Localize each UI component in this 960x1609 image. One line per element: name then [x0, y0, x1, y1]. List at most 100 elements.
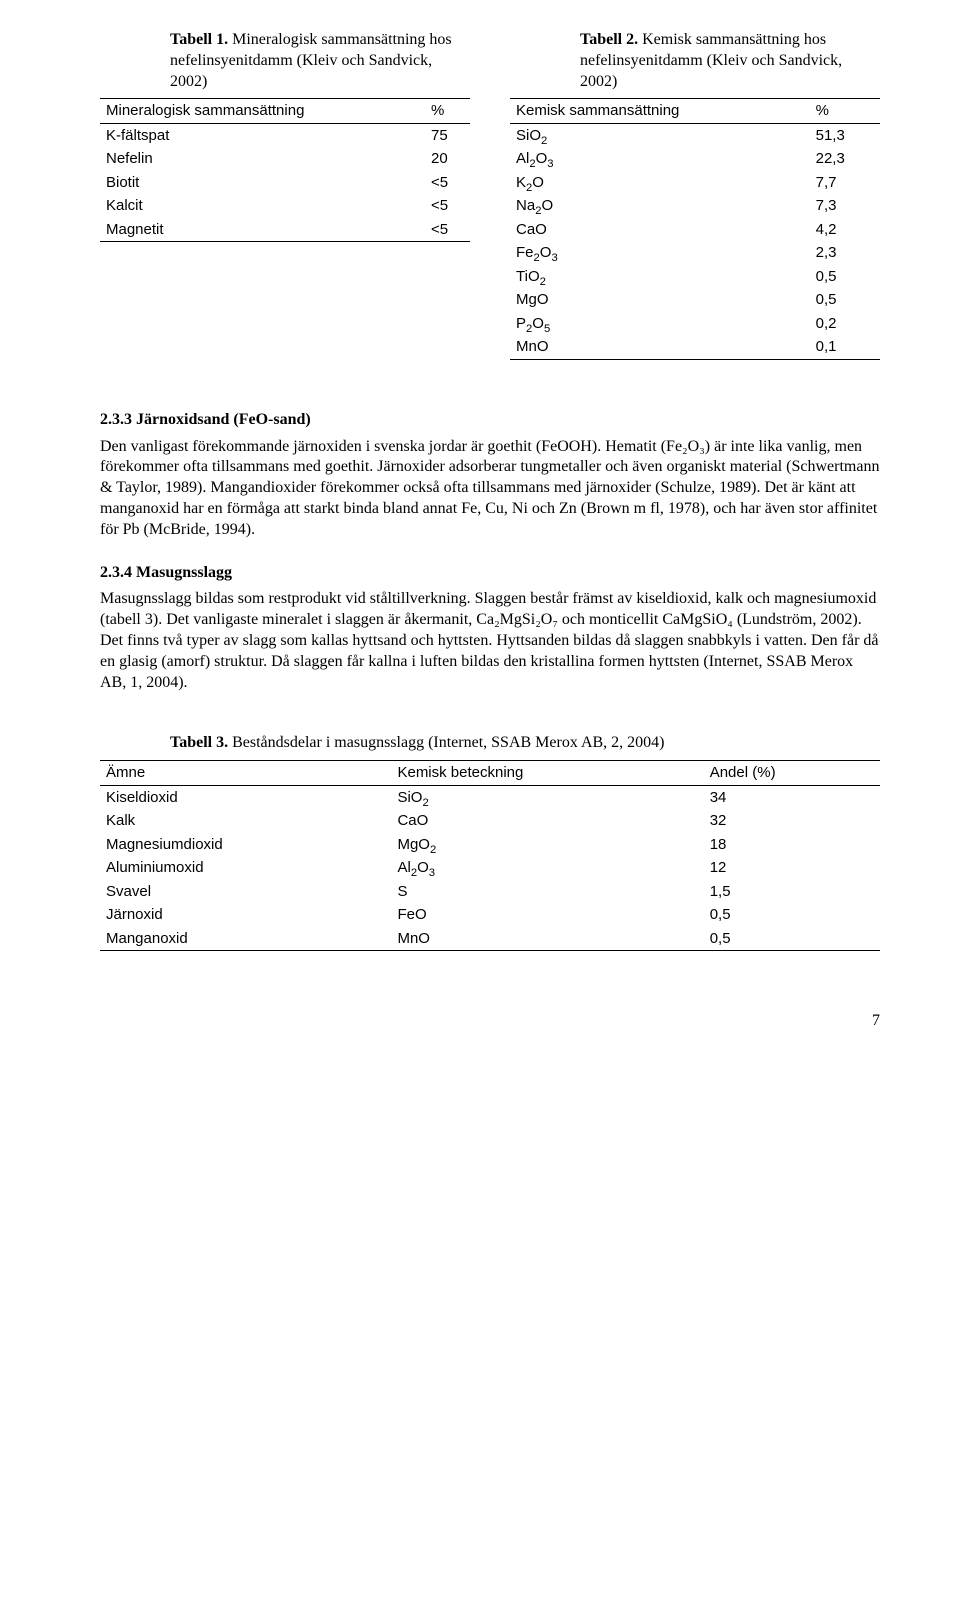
table-row: Fe2O32,3: [510, 241, 880, 265]
table-cell: <5: [425, 171, 470, 195]
table-row: JärnoxidFeO0,5: [100, 903, 880, 927]
table3-h1: Kemisk beteckning: [391, 761, 703, 786]
table-cell: SiO2: [510, 123, 810, 147]
table-cell: Magnetit: [100, 218, 425, 242]
table-cell: Al2O3: [510, 147, 810, 171]
table2-caption: Tabell 2. Kemisk sammansättning hos nefe…: [510, 30, 880, 92]
table1-body: K-fältspat75Nefelin20Biotit<5Kalcit<5Mag…: [100, 123, 470, 242]
table-row: MgO0,5: [510, 288, 880, 312]
table2-h0: Kemisk sammansättning: [510, 99, 810, 124]
table-row: TiO20,5: [510, 265, 880, 289]
table1-h0: Mineralogisk sammansättning: [100, 99, 425, 124]
table-cell: Svavel: [100, 880, 391, 904]
table-cell: CaO: [510, 218, 810, 242]
table-cell: 0,5: [704, 903, 880, 927]
table-row: CaO4,2: [510, 218, 880, 242]
table-cell: Manganoxid: [100, 927, 391, 951]
table-cell: 0,5: [810, 265, 880, 289]
table-row: K-fältspat75: [100, 123, 470, 147]
table-cell: Na2O: [510, 194, 810, 218]
table-cell: 0,5: [704, 927, 880, 951]
table-cell: Järnoxid: [100, 903, 391, 927]
table-cell: 1,5: [704, 880, 880, 904]
page-number: 7: [100, 1011, 880, 1032]
table-cell: Al2O3: [391, 856, 703, 880]
table-cell: MgO: [510, 288, 810, 312]
table-cell: 0,5: [810, 288, 880, 312]
table-row: Biotit<5: [100, 171, 470, 195]
table-cell: SiO2: [391, 785, 703, 809]
table-cell: Kalcit: [100, 194, 425, 218]
table-cell: K2O: [510, 171, 810, 195]
table-row: P2O50,2: [510, 312, 880, 336]
section-233-para: Den vanligast förekommande järnoxiden i …: [100, 437, 880, 541]
table3-caption-rest: Beståndsdelar i masugnsslagg (Internet, …: [228, 734, 664, 751]
table-cell: CaO: [391, 809, 703, 833]
table-cell: TiO2: [510, 265, 810, 289]
table2-caption-bold: Tabell 2.: [580, 31, 638, 48]
table-cell: 12: [704, 856, 880, 880]
table-cell: 7,7: [810, 171, 880, 195]
table-cell: 34: [704, 785, 880, 809]
table3-caption-bold: Tabell 3.: [170, 734, 228, 751]
table-row: Magnetit<5: [100, 218, 470, 242]
table-cell: S: [391, 880, 703, 904]
table-row: KalkCaO32: [100, 809, 880, 833]
table-cell: MnO: [391, 927, 703, 951]
table-cell: 18: [704, 833, 880, 857]
table-cell: 0,2: [810, 312, 880, 336]
table-cell: 51,3: [810, 123, 880, 147]
table2: Kemisk sammansättning % SiO251,3Al2O322,…: [510, 98, 880, 360]
table1-caption-bold: Tabell 1.: [170, 31, 228, 48]
table-cell: Magnesiumdioxid: [100, 833, 391, 857]
table-cell: <5: [425, 218, 470, 242]
table3-caption: Tabell 3. Beståndsdelar i masugnsslagg (…: [170, 733, 880, 754]
table2-body: SiO251,3Al2O322,3K2O7,7Na2O7,3CaO4,2Fe2O…: [510, 123, 880, 359]
table3: Ämne Kemisk beteckning Andel (%) Kiseldi…: [100, 760, 880, 951]
table-row: K2O7,7: [510, 171, 880, 195]
table-cell: Kalk: [100, 809, 391, 833]
table-cell: 20: [425, 147, 470, 171]
table-cell: 7,3: [810, 194, 880, 218]
section-234-para: Masugnsslagg bildas som restprodukt vid …: [100, 589, 880, 693]
table3-h2: Andel (%): [704, 761, 880, 786]
table-row: ManganoxidMnO0,5: [100, 927, 880, 951]
table-cell: 0,1: [810, 335, 880, 359]
table-row: MagnesiumdioxidMgO218: [100, 833, 880, 857]
table1: Mineralogisk sammansättning % K-fältspat…: [100, 98, 470, 242]
table-cell: <5: [425, 194, 470, 218]
table1-caption: Tabell 1. Mineralogisk sammansättning ho…: [100, 30, 470, 92]
table-cell: 75: [425, 123, 470, 147]
table-cell: Aluminiumoxid: [100, 856, 391, 880]
table1-block: Tabell 1. Mineralogisk sammansättning ho…: [100, 30, 470, 242]
table-cell: 32: [704, 809, 880, 833]
table-row: MnO0,1: [510, 335, 880, 359]
table-cell: 4,2: [810, 218, 880, 242]
table-cell: K-fältspat: [100, 123, 425, 147]
top-tables-row: Tabell 1. Mineralogisk sammansättning ho…: [100, 30, 880, 360]
table-cell: Fe2O3: [510, 241, 810, 265]
table2-h1: %: [810, 99, 880, 124]
table-cell: MgO2: [391, 833, 703, 857]
table-cell: Nefelin: [100, 147, 425, 171]
table-row: KiseldioxidSiO234: [100, 785, 880, 809]
table-cell: FeO: [391, 903, 703, 927]
section-233-heading: 2.3.3 Järnoxidsand (FeO-sand): [100, 410, 880, 431]
table-row: Al2O322,3: [510, 147, 880, 171]
table-row: SvavelS1,5: [100, 880, 880, 904]
table3-body: KiseldioxidSiO234KalkCaO32Magnesiumdioxi…: [100, 785, 880, 951]
table-cell: Biotit: [100, 171, 425, 195]
table-cell: 2,3: [810, 241, 880, 265]
table-cell: MnO: [510, 335, 810, 359]
table-row: Kalcit<5: [100, 194, 470, 218]
table1-h1: %: [425, 99, 470, 124]
table-cell: 22,3: [810, 147, 880, 171]
table2-block: Tabell 2. Kemisk sammansättning hos nefe…: [510, 30, 880, 360]
table-row: Na2O7,3: [510, 194, 880, 218]
table3-h0: Ämne: [100, 761, 391, 786]
table-row: AluminiumoxidAl2O312: [100, 856, 880, 880]
table-row: SiO251,3: [510, 123, 880, 147]
table-cell: P2O5: [510, 312, 810, 336]
table-row: Nefelin20: [100, 147, 470, 171]
section-234-heading: 2.3.4 Masugnsslagg: [100, 563, 880, 584]
